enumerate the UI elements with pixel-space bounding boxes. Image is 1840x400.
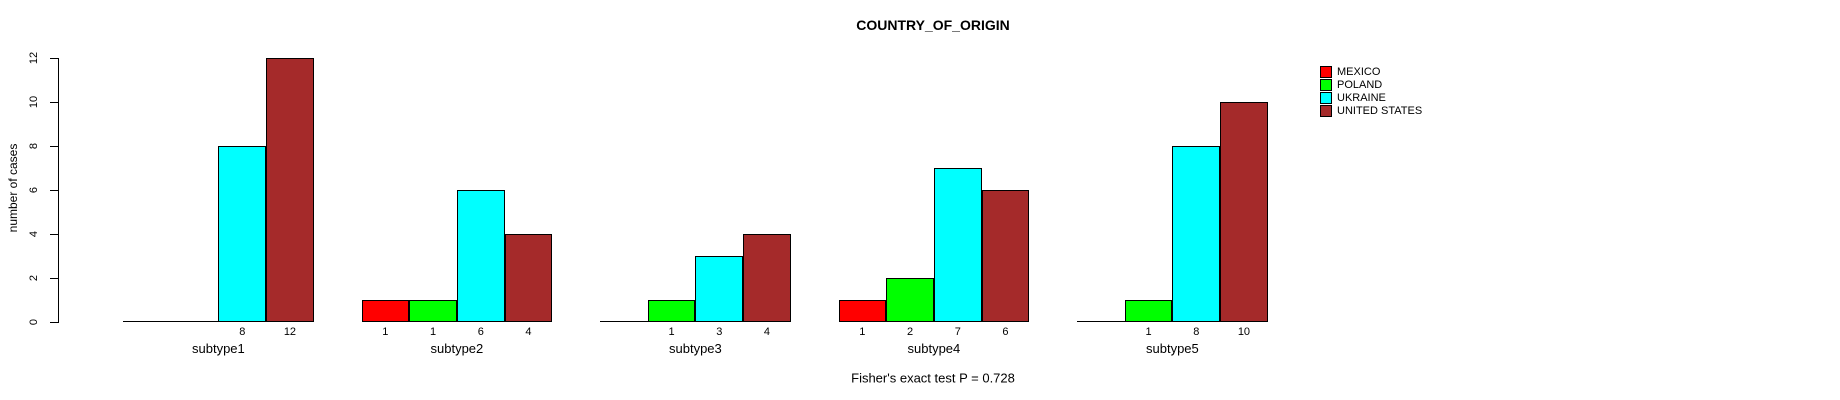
bar-value-label: 3 [716,326,723,338]
y-axis-tick-label: 8 [28,142,40,150]
y-axis-tick [50,58,58,59]
bar-mexico-subtype2 [361,300,410,322]
bar-value-label: 1 [668,326,675,338]
y-axis-tick [50,146,58,147]
bar-united-states-subtype2 [504,234,553,322]
legend-swatch-poland [1320,79,1332,91]
bar-united-states-subtype1 [266,58,314,322]
bar-ukraine-subtype2 [456,190,505,322]
legend-swatch-ukraine [1320,92,1332,104]
legend-label: UNITED STATES [1337,105,1423,117]
bar-value-label: 2 [906,326,914,338]
y-axis-tick-label: 10 [28,95,40,109]
bar-ukraine-subtype1 [218,146,267,322]
bar-value-label: 1 [859,326,866,338]
legend-swatch-mexico [1320,66,1332,78]
bar-value-label: 6 [1002,326,1009,338]
bar-ukraine-subtype3 [695,256,744,322]
bar-united-states-subtype5 [1220,102,1268,322]
bar-value-label: 1 [429,326,437,338]
bar-value-label: 8 [1193,326,1200,338]
y-axis-tick-label: 0 [28,318,40,326]
y-axis-tick [50,278,58,279]
bar-mexico-subtype4 [838,300,887,322]
legend-label: POLAND [1337,79,1383,91]
bar-poland-subtype5 [1124,300,1173,322]
y-axis-tick [50,322,58,323]
y-axis-tick [50,190,58,191]
bar-poland-subtype3 [647,300,696,322]
bar-value-label: 4 [763,326,770,338]
fisher-test-annotation: Fisher's exact test P = 0.728 [851,370,1015,386]
bar-poland-subtype4 [886,278,934,322]
bar-value-label: 7 [954,326,961,338]
bar-value-label: 1 [382,326,389,338]
bar-value-label: 6 [477,326,484,338]
bar-united-states-subtype3 [743,234,791,322]
bar-united-states-subtype4 [981,190,1030,322]
bar-ukraine-subtype4 [933,168,982,322]
bar-ukraine-subtype5 [1172,146,1221,322]
bar-poland-subtype2 [409,300,457,322]
legend-label: MEXICO [1337,66,1381,78]
bar-value-label: 10 [1237,326,1251,338]
y-axis-tick-label: 6 [28,186,40,194]
x-category-label: subtype4 [907,341,961,356]
x-category-label: subtype3 [669,341,722,356]
x-category-label: subtype2 [430,341,484,356]
legend-swatch-united-states [1320,105,1332,117]
bar-value-label: 8 [239,326,246,338]
chart-title: COUNTRY_OF_ORIGIN [856,17,1010,33]
bar-value-label: 12 [283,326,297,338]
bar-value-label: 4 [525,326,532,338]
y-axis-line [58,58,59,323]
y-axis-title: number of cases [6,143,20,233]
y-axis-tick [50,102,58,103]
y-axis-tick [50,234,58,235]
legend-label: UKRAINE [1337,92,1386,104]
bar-value-label: 1 [1145,326,1152,338]
x-category-label: subtype1 [192,341,245,356]
x-category-label: subtype5 [1146,341,1199,356]
y-axis-tick-label: 12 [28,51,40,65]
y-axis-tick-label: 4 [28,230,40,238]
y-axis-tick-label: 2 [28,274,40,282]
